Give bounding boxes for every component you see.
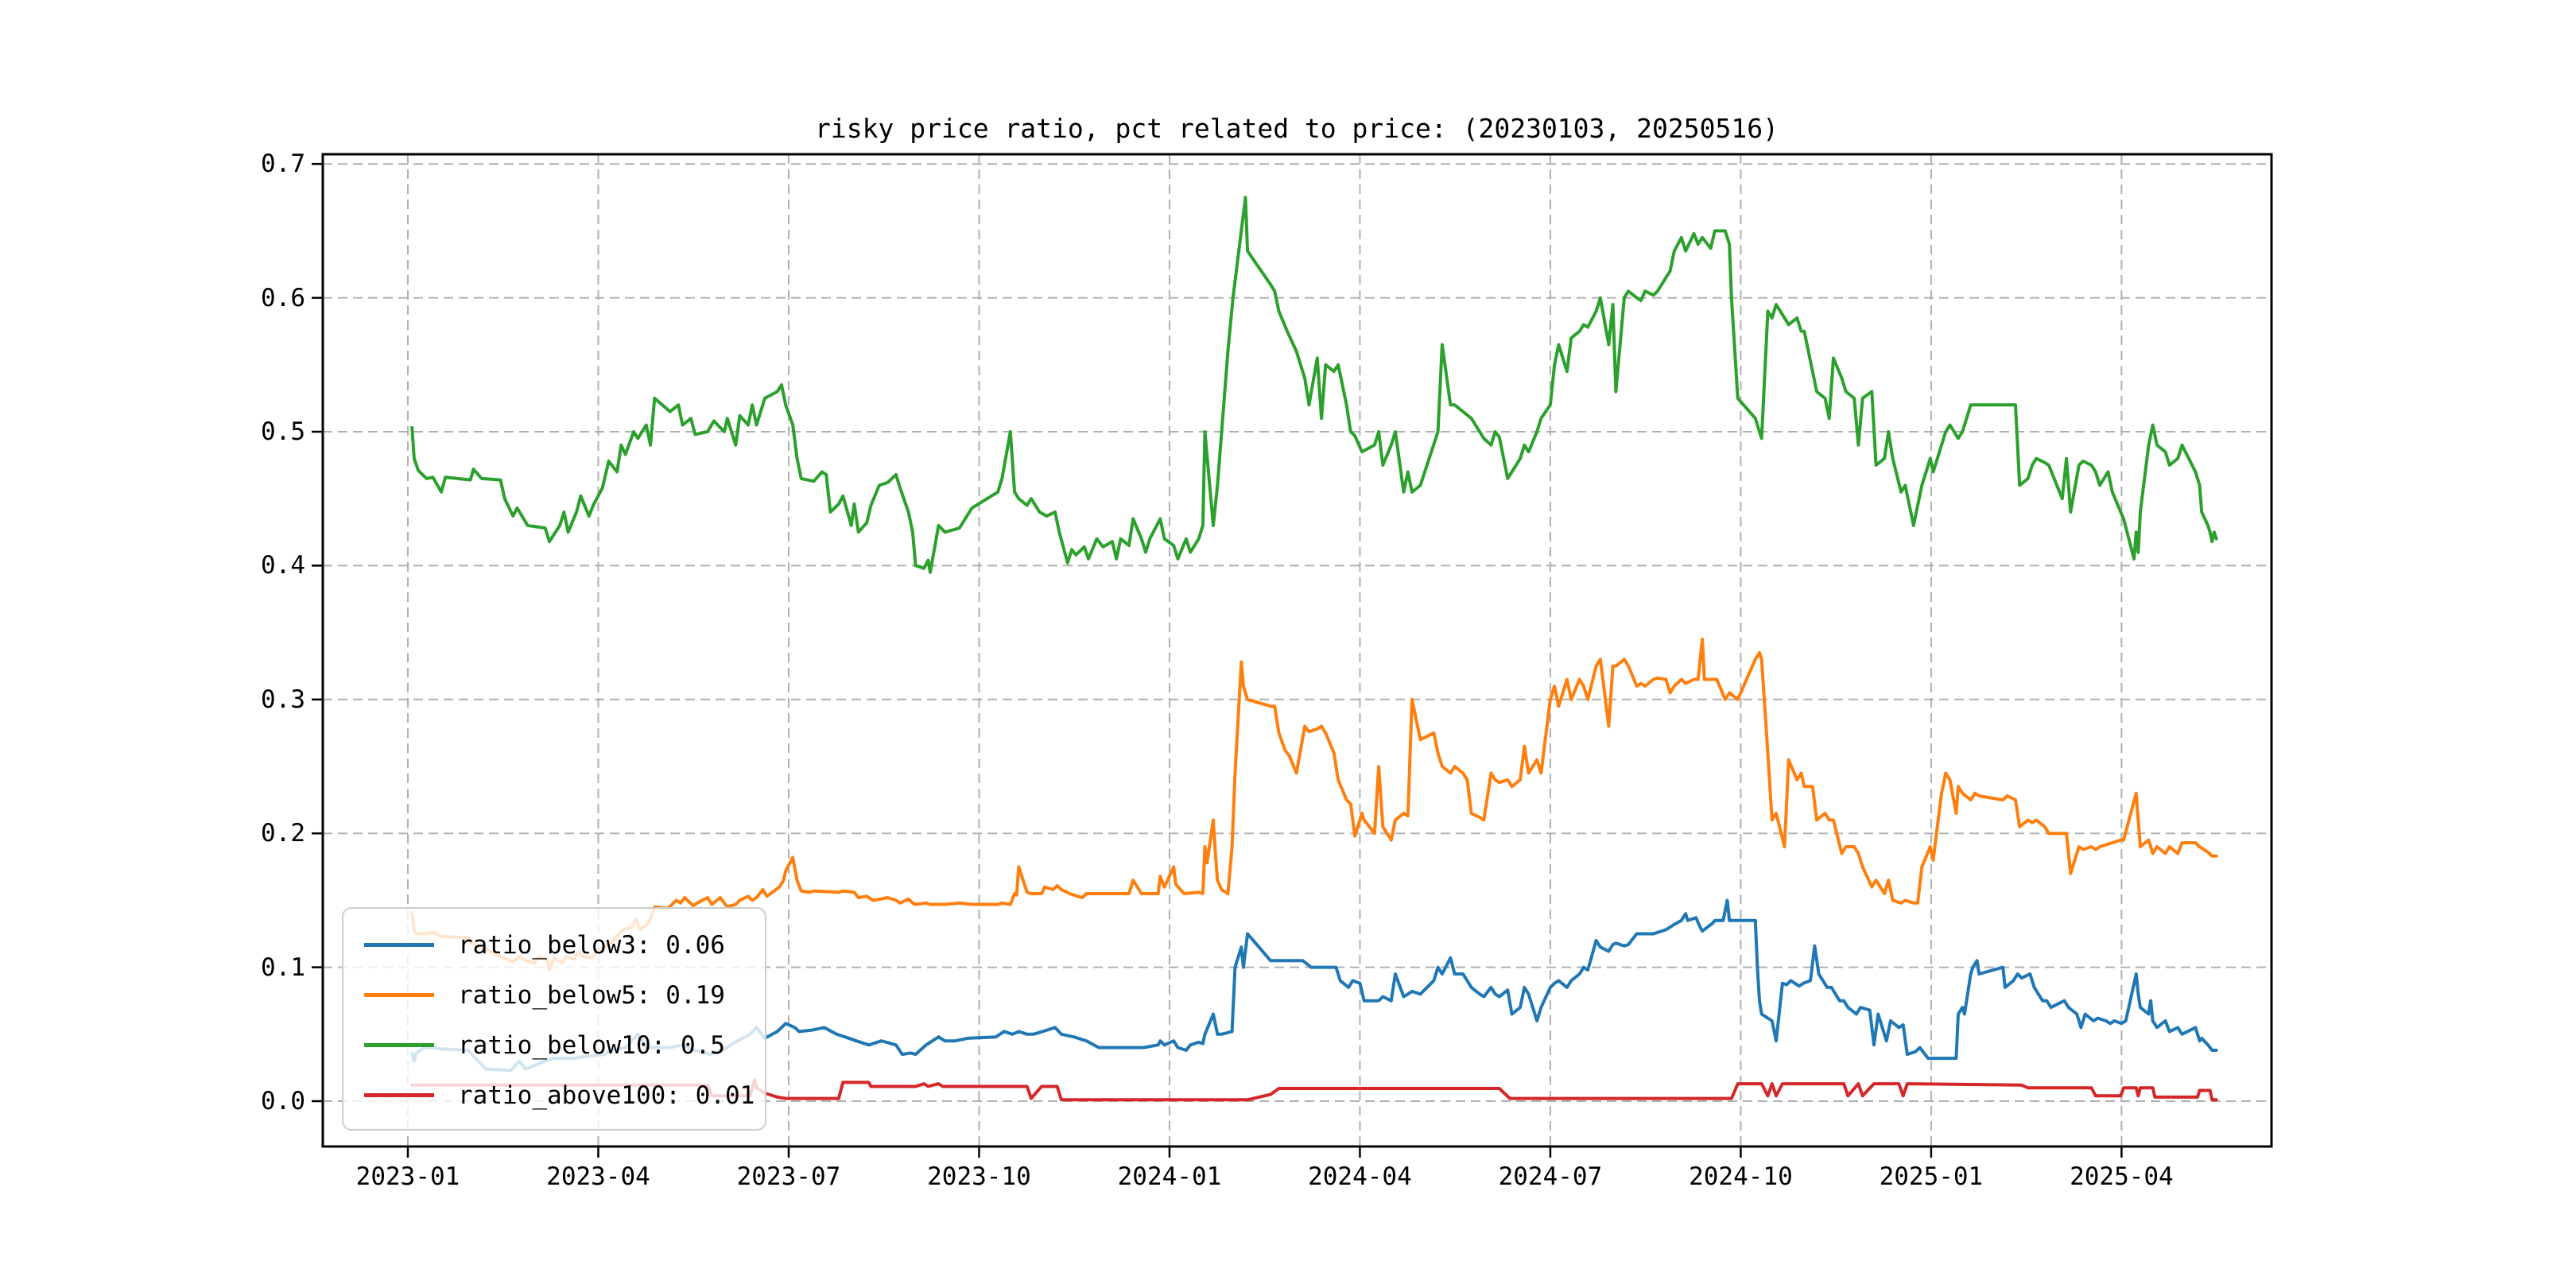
legend-item-ratio_above100: ratio_above100: 0.01 [364,1070,765,1120]
x-tick-label: 2023-01 [355,1162,460,1191]
legend-label: ratio_above100: 0.01 [458,1080,755,1110]
y-tick-label: 0.2 [261,819,305,848]
series-line-ratio_below5 [410,638,2218,972]
legend-swatch-ratio_below5 [364,993,434,997]
legend-label: ratio_below5: 0.19 [458,980,725,1010]
series-line-ratio_above100 [410,1078,2218,1102]
y-tick-label: 0.0 [261,1087,305,1115]
x-tick-label: 2024-01 [1117,1162,1222,1191]
x-tick-label: 2025-04 [2070,1162,2174,1191]
y-tick-label: 0.1 [261,952,305,982]
series-line-ratio_below10 [410,196,2218,574]
x-tick-label: 2024-07 [1498,1162,1603,1191]
series-line-ratio_below3 [410,898,2218,1073]
legend-label: ratio_below10: 0.5 [458,1030,725,1060]
legend-label: ratio_below3: 0.06 [458,930,725,960]
x-tick-label: 2023-07 [736,1162,841,1191]
x-tick-label: 2025-01 [1879,1162,1984,1191]
x-tick-label: 2024-10 [1689,1162,1793,1191]
legend-swatch-ratio_above100 [364,1093,434,1097]
axes-spines [321,153,2273,1148]
y-tick-label: 0.7 [261,149,305,179]
y-tick-label: 0.3 [261,685,305,714]
legend-item-ratio_below3: ratio_below3: 0.06 [364,920,765,970]
x-tick-label: 2023-10 [927,1162,1031,1191]
legend-swatch-ratio_below10 [364,1043,434,1047]
legend-item-ratio_below10: ratio_below10: 0.5 [364,1020,765,1070]
legend: ratio_below3: 0.06 ratio_below5: 0.19 rati… [342,907,766,1131]
legend-item-ratio_below5: ratio_below5: 0.19 [364,970,765,1020]
y-tick-label: 0.5 [261,417,305,446]
legend-swatch-ratio_below3 [364,943,434,947]
x-tick-label: 2023-04 [546,1162,650,1191]
y-tick-label: 0.4 [261,551,305,580]
chart-title: risky price ratio, pct related to price:… [815,113,1779,144]
y-tick-label: 0.6 [261,283,305,312]
x-tick-label: 2024-04 [1308,1162,1412,1191]
